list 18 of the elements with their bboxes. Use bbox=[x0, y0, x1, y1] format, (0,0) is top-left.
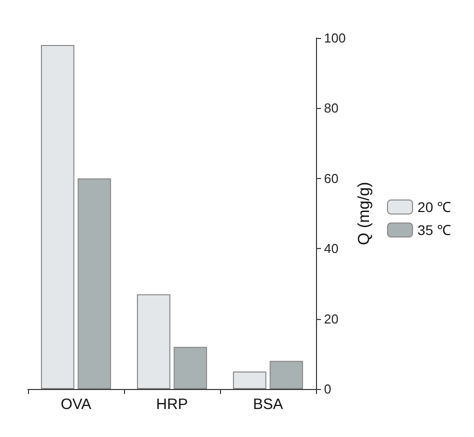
y-tick-label: 40 bbox=[324, 241, 338, 256]
bar bbox=[136, 294, 170, 389]
bar bbox=[270, 360, 304, 389]
bar bbox=[232, 371, 266, 389]
bar bbox=[40, 45, 74, 389]
y-tick-label: 0 bbox=[324, 382, 332, 396]
bar bbox=[78, 178, 112, 389]
y-axis-title: Q (mg/g) bbox=[356, 182, 374, 246]
y-tick-label: 80 bbox=[324, 100, 338, 116]
y-tick-label: 20 bbox=[324, 311, 338, 326]
x-tick-label: HRP bbox=[156, 396, 188, 413]
bar bbox=[174, 346, 208, 389]
legend-label: 20 ℃ bbox=[418, 199, 452, 215]
x-tick-label: OVA bbox=[60, 396, 92, 413]
legend-label: 35 ℃ bbox=[418, 222, 452, 238]
x-tick-label: BSA bbox=[252, 396, 284, 413]
y-tick-label: 60 bbox=[324, 170, 338, 186]
y-tick-label: 100 bbox=[324, 30, 346, 46]
